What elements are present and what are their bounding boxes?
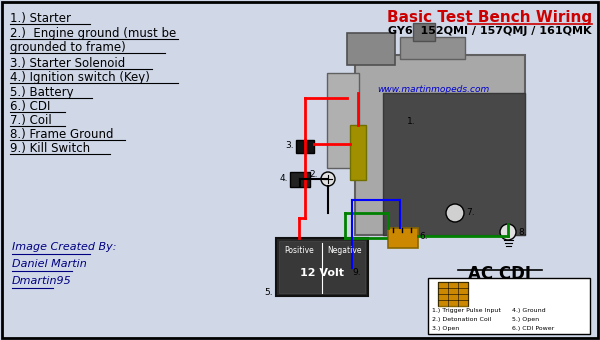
Text: Positive: Positive bbox=[284, 246, 314, 255]
Text: Basic Test Bench Wiring: Basic Test Bench Wiring bbox=[387, 10, 592, 25]
Text: Daniel Martin: Daniel Martin bbox=[12, 259, 87, 269]
Text: 1.) Starter: 1.) Starter bbox=[10, 12, 71, 25]
Text: 8.: 8. bbox=[518, 228, 527, 237]
Text: 4.) Ground: 4.) Ground bbox=[512, 308, 545, 313]
Bar bbox=[413, 23, 435, 41]
Text: grounded to frame): grounded to frame) bbox=[10, 41, 126, 54]
Text: 9.) Kill Switch: 9.) Kill Switch bbox=[10, 142, 90, 155]
Bar bbox=[279, 241, 365, 293]
Text: 2.: 2. bbox=[310, 170, 318, 179]
Bar bbox=[388, 228, 418, 248]
Text: 8.) Frame Ground: 8.) Frame Ground bbox=[10, 128, 113, 141]
Text: Dmartin95: Dmartin95 bbox=[12, 276, 72, 286]
Bar bbox=[428, 278, 590, 334]
Text: 2.)  Engine ground (must be: 2.) Engine ground (must be bbox=[10, 27, 176, 40]
Text: Negative: Negative bbox=[328, 246, 362, 255]
Bar bbox=[350, 125, 366, 180]
Text: www.martinmopeds.com: www.martinmopeds.com bbox=[377, 85, 489, 94]
Bar bbox=[355, 55, 525, 235]
Bar bbox=[327, 73, 359, 168]
Bar bbox=[347, 33, 395, 65]
Text: 9.: 9. bbox=[352, 268, 361, 277]
Text: 6.) CDI: 6.) CDI bbox=[10, 100, 50, 113]
Bar bbox=[438, 282, 468, 306]
Text: 3.: 3. bbox=[286, 141, 294, 150]
Text: 7.) Coil: 7.) Coil bbox=[10, 114, 52, 127]
Text: 6.: 6. bbox=[419, 232, 428, 241]
Text: 7.: 7. bbox=[466, 208, 475, 217]
Circle shape bbox=[446, 204, 464, 222]
Text: AC CDI: AC CDI bbox=[469, 265, 532, 283]
Text: 2.) Detonation Coil: 2.) Detonation Coil bbox=[432, 317, 491, 322]
Text: 4.: 4. bbox=[280, 174, 288, 183]
Bar bbox=[383, 93, 525, 235]
Text: 1.) Trigger Pulse Input: 1.) Trigger Pulse Input bbox=[432, 308, 501, 313]
Circle shape bbox=[500, 224, 516, 240]
Text: 5.: 5. bbox=[265, 288, 273, 297]
Text: 6.) CDI Power: 6.) CDI Power bbox=[512, 326, 554, 331]
Bar bbox=[296, 140, 314, 153]
Text: Image Created By:: Image Created By: bbox=[12, 242, 116, 252]
Bar bbox=[290, 172, 310, 187]
Text: GY6  152QMI / 157QMJ / 161QMK: GY6 152QMI / 157QMJ / 161QMK bbox=[389, 26, 592, 36]
Bar bbox=[276, 238, 368, 296]
Text: 3.) Open: 3.) Open bbox=[432, 326, 459, 331]
Text: 1.: 1. bbox=[407, 117, 416, 126]
Text: 12 Volt: 12 Volt bbox=[300, 268, 344, 278]
Bar bbox=[400, 37, 465, 59]
Text: 3.) Starter Solenoid: 3.) Starter Solenoid bbox=[10, 57, 125, 70]
Text: 4.) Ignition switch (Key): 4.) Ignition switch (Key) bbox=[10, 71, 150, 84]
Text: 5.) Open: 5.) Open bbox=[512, 317, 539, 322]
Circle shape bbox=[321, 172, 335, 186]
Text: 5.) Battery: 5.) Battery bbox=[10, 86, 74, 99]
